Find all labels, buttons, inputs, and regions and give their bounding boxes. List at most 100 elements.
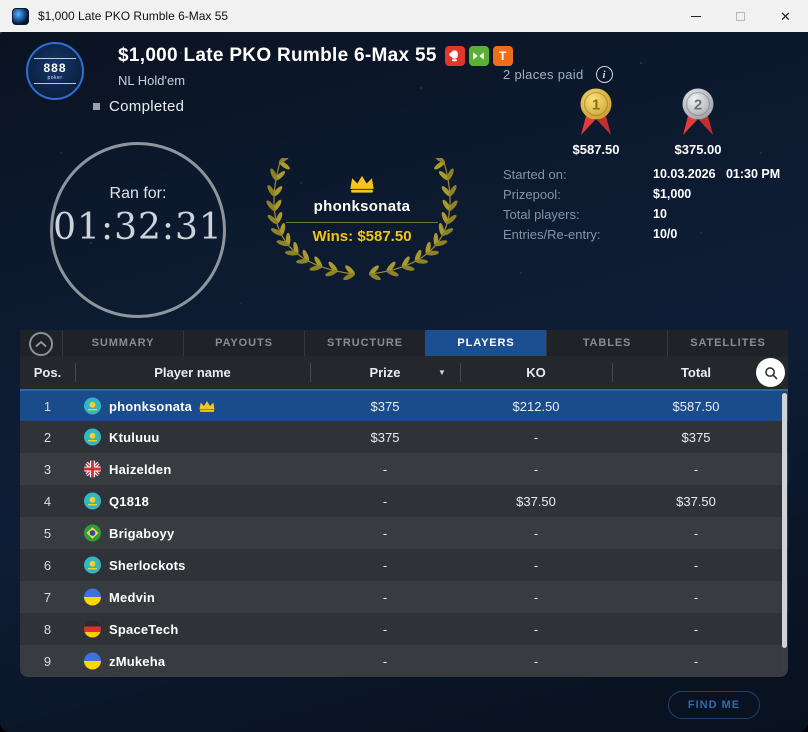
scrollbar-thumb[interactable] [782,393,787,648]
stat-label: Started on: [503,166,567,182]
minimize-button[interactable] [673,0,718,32]
medal-icon: 1 [580,88,612,135]
table-row-Medvin[interactable]: 7 Medvin - - - [20,581,788,613]
ko-cell: - [533,557,539,573]
tournament-badges: T [444,46,513,66]
maximize-button[interactable] [718,0,763,32]
titlebar: $1,000 Late PKO Rumble 6-Max 55 ✕ [0,0,808,32]
tab-payouts[interactable]: PAYOUTS [183,330,304,356]
player-name-cell: zMukeha [109,653,166,669]
prize-cell: - [382,493,388,509]
total-cell: - [693,461,699,477]
stat-label: Prizepool: [503,186,561,202]
total-cell: - [693,621,699,637]
winner-name: phonksonata [313,198,411,215]
minimize-icon [690,15,701,17]
total-cell: $375 [681,429,711,445]
888poker-logo: 888 poker [26,42,84,100]
table-row-Haizelden[interactable]: 3 Haizelden - - - [20,453,788,485]
flag-kz-icon [84,428,101,446]
flag-br-icon [84,524,101,542]
stat-label: Total players: [503,206,580,222]
total-cell: - [693,589,699,605]
logo-rope [34,58,76,59]
status-bullet-icon [93,103,100,110]
stat-value: 10.03.2026 01:30 PM [653,167,781,181]
game-type-label: NL Hold'em [118,73,186,88]
winner-amount: Wins: $587.50 [312,228,412,245]
total-cell: $587.50 [672,398,720,414]
stat-row: Prizepool: $1,000 [503,184,788,204]
prize-cell: - [382,653,388,669]
medal-silver: 2 $375.00 [662,86,734,157]
tab-bar: SUMMARY PAYOUTS STRUCTURE PLAYERS TABLES SATE… [20,330,788,356]
tab-summary[interactable]: SUMMARY [62,330,183,356]
close-icon: ✕ [780,8,791,24]
chevron-up-icon [35,341,47,347]
table-row-zMukeha[interactable]: 9 zMukeha - - - [20,645,788,677]
maximize-icon [736,11,745,21]
logo-rope [34,83,76,84]
col-header-ko: KO [526,365,546,380]
winner-wreath: phonksonata Wins: $587.50 [250,158,474,280]
position-cell: 8 [43,621,52,637]
medal-icon: 2 [682,88,714,135]
tournament-title: $1,000 Late PKO Rumble 6-Max 55 [118,45,437,66]
medal-gold: 1 $587.50 [560,86,632,157]
table-row-SpaceTech[interactable]: 8 SpaceTech - - - [20,613,788,645]
tab-tables[interactable]: TABLES [546,330,667,356]
column-divider [460,363,461,382]
winner-divider [286,222,438,223]
ko-cell: - [533,525,539,541]
stat-row: Total players: 10 [503,204,788,224]
player-name-cell: Sherlockots [109,557,186,573]
tab-structure[interactable]: STRUCTURE [304,330,425,356]
sort-down-icon[interactable]: ▼ [438,368,446,377]
stat-value: 10/0 [653,227,678,241]
info-icon[interactable]: i [595,66,613,83]
find-me-button[interactable]: FIND ME [668,691,760,719]
position-cell: 6 [43,557,52,573]
ko-cell: $37.50 [516,493,556,509]
flag-kz-icon [84,397,101,415]
prize-cell: - [382,461,388,477]
tab-satellites[interactable]: SATELLITES [667,330,788,356]
knockout-badge [444,46,465,66]
total-cell: - [693,653,699,669]
prize-cell: - [382,621,388,637]
search-player-button[interactable] [756,358,785,387]
lobby-panel: SUMMARY PAYOUTS STRUCTURE PLAYERS TABLES SATE… [20,330,788,677]
table-row-Q1818[interactable]: 4 Q1818 - $37.50 $37.50 [20,485,788,517]
player-name-cell: Haizelden [109,461,172,477]
position-cell: 2 [43,429,52,445]
turbo-badge: T [492,46,513,66]
ko-cell: - [533,589,539,605]
prize-cell: $375 [370,398,400,414]
svg-text:2: 2 [694,97,702,114]
collapse-panel-button[interactable] [29,332,53,356]
tab-players[interactable]: PLAYERS [425,330,546,356]
prize-cell: $375 [370,429,400,445]
table-row-Brigaboyy[interactable]: 5 Brigaboyy - - - [20,517,788,549]
ran-for-value: 01:32:31 [53,206,223,248]
payout-medals: 1 $587.50 2 $375.00 [560,86,734,157]
table-row-Sherlockots[interactable]: 6 Sherlockots - - - [20,549,788,581]
lobby-content: 888 poker $1,000 Late PKO Rumble 6-Max 5… [0,32,808,732]
tournament-stats: Started on: 10.03.2026 01:30 PM Prizepool:… [503,164,788,244]
window-controls: ✕ [673,0,808,32]
winner-crown-icon [348,174,376,193]
player-name-cell: SpaceTech [109,621,179,637]
app-icon [12,7,29,25]
player-name-cell: phonksonata [109,399,216,414]
col-header-total: Total [680,365,712,380]
col-header-prize[interactable]: Prize [369,365,401,380]
close-button[interactable]: ✕ [763,0,808,32]
search-icon [764,366,777,379]
table-row-phonksonata[interactable]: 1 phonksonata $375 $212.50 $587.50 [20,389,788,421]
table-row-Ktuluuu[interactable]: 2 Ktuluuu $375 - $375 [20,421,788,453]
position-cell: 3 [43,461,52,477]
players-table-body: 1 phonksonata $375 $212.50 $587.50 2 Ktuluuu $3… [20,389,788,677]
laurel-wreath-icon [266,158,458,280]
run-time-circle: Ran for: 01:32:31 [50,142,226,318]
